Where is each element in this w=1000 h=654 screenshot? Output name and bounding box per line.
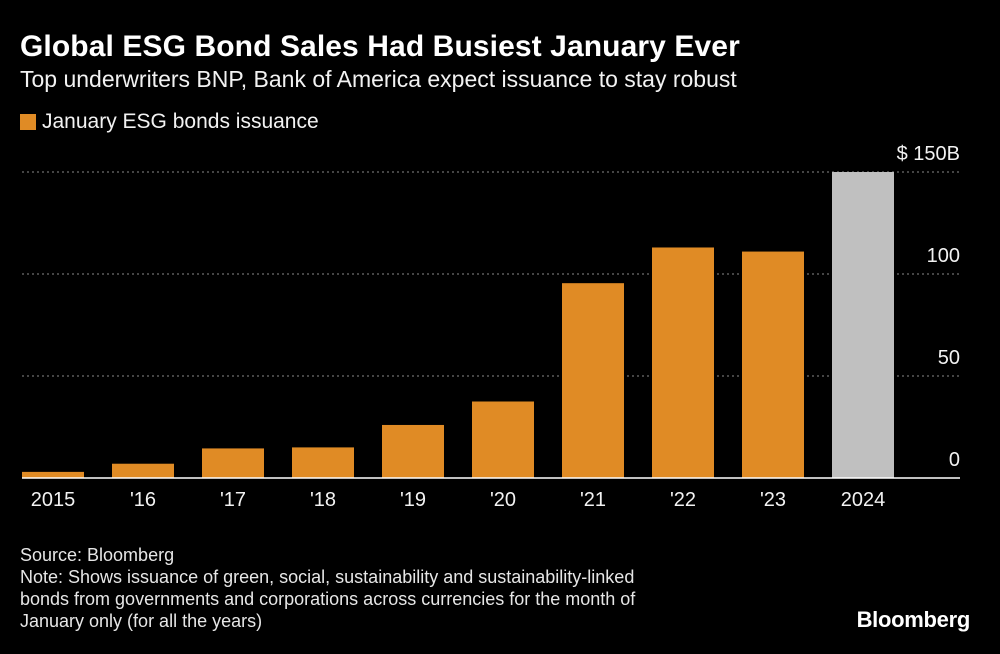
footer-notes: Source: Bloomberg Note: Shows issuance o…: [20, 544, 635, 632]
bar-4: [382, 424, 444, 478]
bar-5: [472, 401, 534, 478]
bar-6: [562, 283, 624, 478]
legend-label: January ESG bonds issuance: [42, 110, 319, 133]
bar-9: [832, 172, 894, 478]
chart-subtitle: Top underwriters BNP, Bank of America ex…: [20, 66, 737, 92]
note-line-1: Note: Shows issuance of green, social, s…: [20, 567, 635, 587]
x-tick-label-0: 2015: [31, 489, 76, 511]
y-tick-label-150: $ 150B: [897, 143, 960, 165]
bar-1: [112, 463, 174, 478]
source-text: Source: Bloomberg: [20, 545, 175, 565]
y-tick-label-0: 0: [949, 449, 960, 471]
bloomberg-logo: Bloomberg: [856, 607, 971, 632]
x-tick-label-6: '21: [580, 489, 606, 511]
bar-3: [292, 447, 354, 478]
bar-8: [742, 251, 804, 478]
legend: January ESG bonds issuance: [20, 110, 319, 134]
bar-0: [22, 471, 84, 478]
legend-swatch: [20, 114, 36, 130]
x-tick-label-9: 2024: [841, 489, 886, 511]
note-line-2: bonds from governments and corporations …: [20, 589, 636, 609]
x-tick-label-3: '18: [310, 489, 336, 511]
x-tick-label-1: '16: [130, 489, 156, 511]
x-tick-label-5: '20: [490, 489, 516, 511]
y-tick-label-100: 100: [927, 245, 960, 267]
bar-2: [202, 448, 264, 478]
x-tick-label-7: '22: [670, 489, 696, 511]
y-tick-label-50: 50: [938, 347, 960, 369]
x-tick-label-2: '17: [220, 489, 246, 511]
x-tick-label-4: '19: [400, 489, 426, 511]
bar-7: [652, 247, 714, 478]
chart-title: Global ESG Bond Sales Had Busiest Januar…: [20, 30, 740, 63]
x-tick-label-8: '23: [760, 489, 786, 511]
note-line-3: January only (for all the years): [20, 611, 263, 631]
